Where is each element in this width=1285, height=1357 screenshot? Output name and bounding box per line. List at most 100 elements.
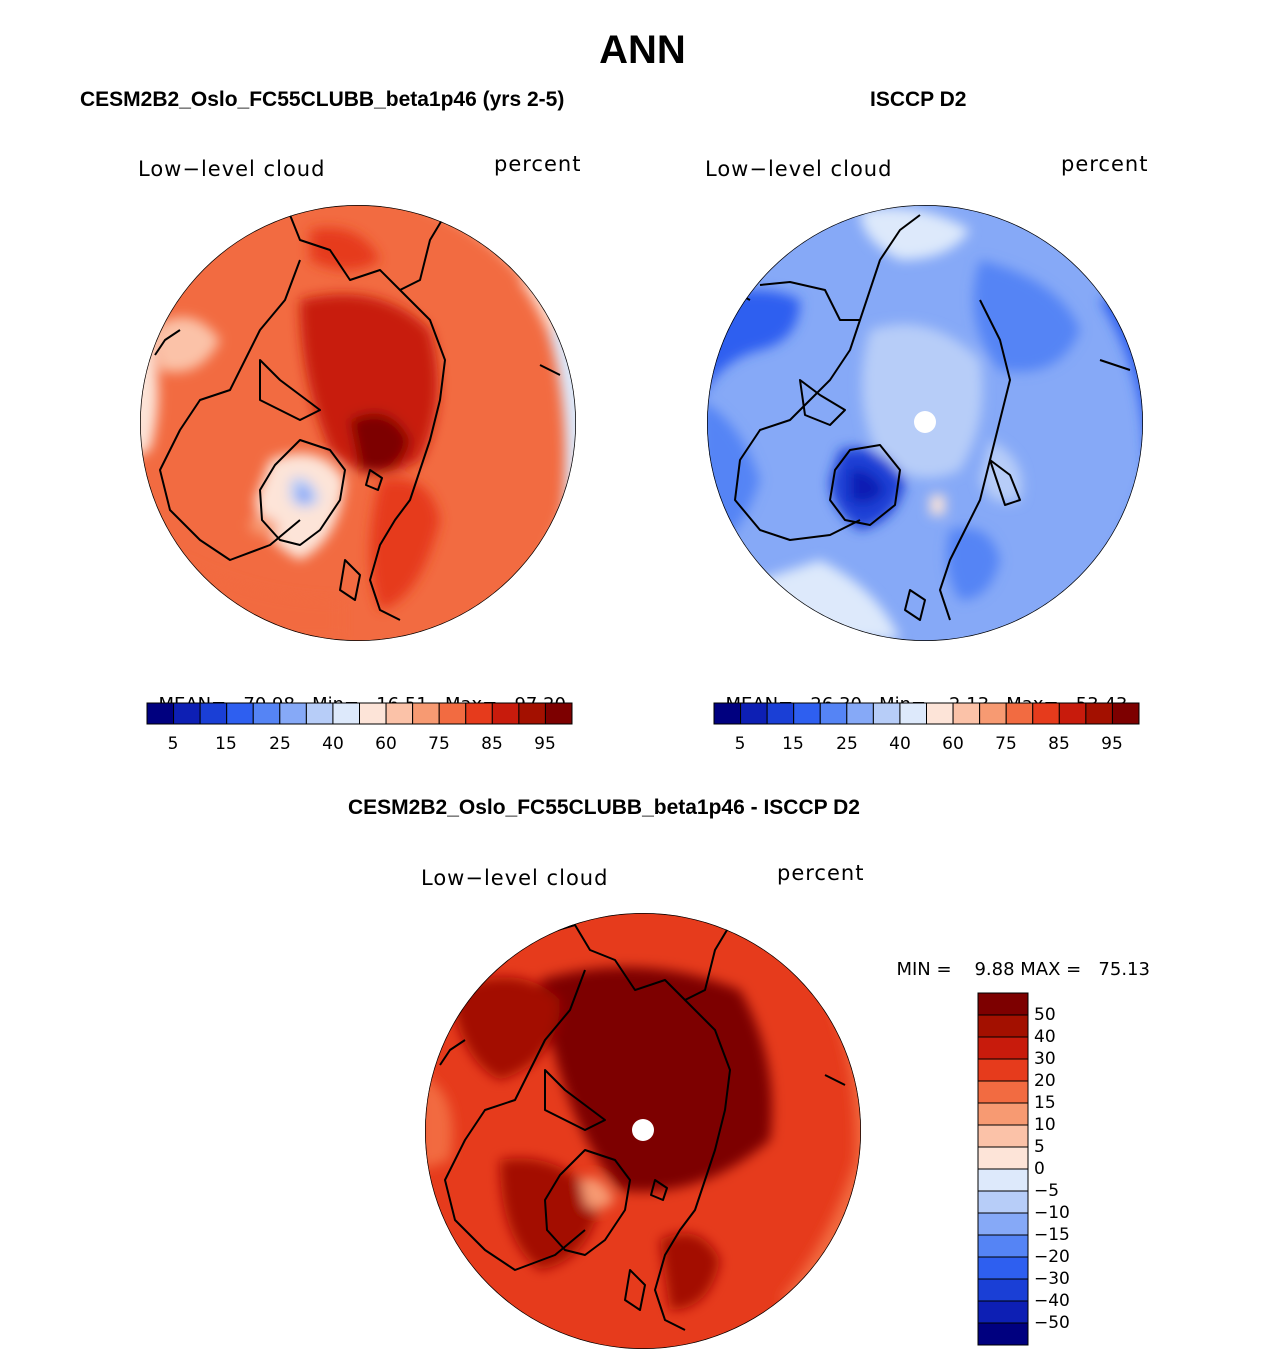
diff-min-value: 9.88 [974, 959, 1015, 980]
diff-colorbar-swatch [977, 1014, 1029, 1038]
diff-colorbar-swatch [977, 1300, 1029, 1324]
obs-map [707, 205, 1143, 641]
obs-colorbar-swatch [952, 702, 981, 725]
obs-panel-title: ISCCP D2 [870, 88, 967, 111]
obs-colorbar-swatch [713, 702, 742, 725]
obs-colorbar-tick: 75 [995, 734, 1017, 754]
test-colorbar-swatch [252, 702, 281, 725]
test-colorbar-tick: 25 [269, 734, 291, 754]
diff-colorbar-tick: 10 [1034, 1115, 1056, 1135]
obs-colorbar-tick: 60 [942, 734, 964, 754]
obs-colorbar-tick: 40 [889, 734, 911, 754]
test-colorbar-swatch [226, 702, 254, 725]
diff-colorbar-swatch [977, 1322, 1029, 1346]
test-colorbar-tick: 85 [481, 734, 503, 754]
diff-colorbar-swatch [977, 1212, 1029, 1236]
obs-colorbar-swatch [979, 702, 1007, 725]
diff-colorbar-tick: 15 [1034, 1093, 1056, 1113]
diff-min-label: MIN = [896, 959, 952, 980]
test-colorbar-swatch [491, 702, 520, 725]
obs-colorbar-tick: 5 [734, 734, 746, 754]
test-colorbar-tick: 75 [428, 734, 450, 754]
obs-colorbar-tick: 15 [782, 734, 804, 754]
diff-colorbar-swatch [977, 1080, 1029, 1104]
test-colorbar-swatch [465, 702, 493, 725]
diff-colorbar-swatch [977, 1058, 1029, 1082]
diff-colorbar-tick: −40 [1034, 1291, 1070, 1311]
test-colorbar [146, 702, 573, 725]
obs-colorbar-swatch [766, 702, 795, 725]
diff-variable-label: Low−level cloud [421, 866, 609, 890]
diff-colorbar-swatch [977, 1168, 1029, 1192]
diff-colorbar-swatch [977, 1036, 1029, 1060]
obs-colorbar-swatch [846, 702, 874, 725]
diff-colorbar-tick: 5 [1034, 1137, 1045, 1157]
test-colorbar-swatch [173, 702, 201, 725]
test-colorbar-tick: 60 [375, 734, 397, 754]
diff-colorbar-swatch [977, 1278, 1029, 1302]
diff-colorbar-tick: 40 [1034, 1027, 1056, 1047]
diff-colorbar-tick: 0 [1034, 1159, 1045, 1179]
obs-colorbar-swatch [1005, 702, 1034, 725]
obs-colorbar-swatch [926, 702, 954, 725]
test-colorbar-swatch [199, 702, 228, 725]
obs-pole-mask [914, 411, 936, 433]
diff-colorbar-swatch [977, 1124, 1029, 1148]
diff-colorbar-tick: 50 [1034, 1005, 1056, 1025]
diff-colorbar-swatch [977, 1146, 1029, 1170]
test-colorbar-swatch [359, 702, 387, 725]
diff-colorbar-tick: 20 [1034, 1071, 1056, 1091]
diff-pole-mask [632, 1119, 654, 1141]
diff-panel-title: CESM2B2_Oslo_FC55CLUBB_beta1p46 - ISCCP … [348, 796, 860, 819]
obs-colorbar-tick: 85 [1048, 734, 1070, 754]
test-colorbar-tick: 15 [215, 734, 237, 754]
diff-colorbar-swatch [977, 1102, 1029, 1126]
test-panel-title: CESM2B2_Oslo_FC55CLUBB_beta1p46 (yrs 2-5… [80, 88, 565, 111]
obs-colorbar [713, 702, 1140, 725]
diff-colorbar-tick: −20 [1034, 1247, 1070, 1267]
diff-colorbar-tick: −30 [1034, 1269, 1070, 1289]
test-colorbar-tick: 95 [534, 734, 556, 754]
obs-colorbar-swatch [740, 702, 768, 725]
test-colorbar-swatch [146, 702, 175, 725]
diff-stats: MIN = 9.88 MAX = 75.13 [885, 938, 1150, 980]
test-map [140, 205, 576, 641]
test-colorbar-swatch [412, 702, 440, 725]
diff-colorbar-tick: −15 [1034, 1225, 1070, 1245]
diff-colorbar-tick: −5 [1034, 1181, 1060, 1201]
test-units-label: percent [494, 152, 582, 176]
obs-colorbar-tick: 95 [1101, 734, 1123, 754]
diff-colorbar-tick: −50 [1034, 1313, 1070, 1333]
test-colorbar-tick: 5 [167, 734, 179, 754]
test-colorbar-swatch [305, 702, 334, 725]
diff-colorbar-swatch [977, 992, 1029, 1016]
obs-colorbar-swatch [872, 702, 901, 725]
test-colorbar-swatch [332, 702, 360, 725]
diff-colorbar-tick: −10 [1034, 1203, 1070, 1223]
diff-max-label: MAX = [1020, 959, 1082, 980]
obs-colorbar-swatch [1058, 702, 1087, 725]
obs-colorbar-swatch [793, 702, 821, 725]
diff-map [425, 913, 861, 1349]
diff-max-value: 75.13 [1098, 959, 1150, 980]
diff-units-label: percent [777, 861, 865, 885]
diff-colorbar-tick: 30 [1034, 1049, 1056, 1069]
obs-colorbar-swatch [1032, 702, 1060, 725]
test-colorbar-swatch [385, 702, 414, 725]
obs-colorbar-swatch [1111, 702, 1140, 725]
obs-units-label: percent [1061, 152, 1149, 176]
test-variable-label: Low−level cloud [138, 157, 326, 181]
obs-colorbar-swatch [819, 702, 848, 725]
obs-colorbar-swatch [1085, 702, 1113, 725]
test-colorbar-swatch [438, 702, 467, 725]
figure-title: ANN [599, 28, 686, 72]
test-colorbar-tick: 40 [322, 734, 344, 754]
test-colorbar-swatch [518, 702, 546, 725]
diff-colorbar-swatch [977, 1190, 1029, 1214]
obs-colorbar-tick: 25 [836, 734, 858, 754]
diff-colorbar-swatch [977, 1234, 1029, 1258]
diff-colorbar [977, 992, 1029, 1346]
test-colorbar-swatch [279, 702, 307, 725]
obs-colorbar-swatch [899, 702, 927, 725]
